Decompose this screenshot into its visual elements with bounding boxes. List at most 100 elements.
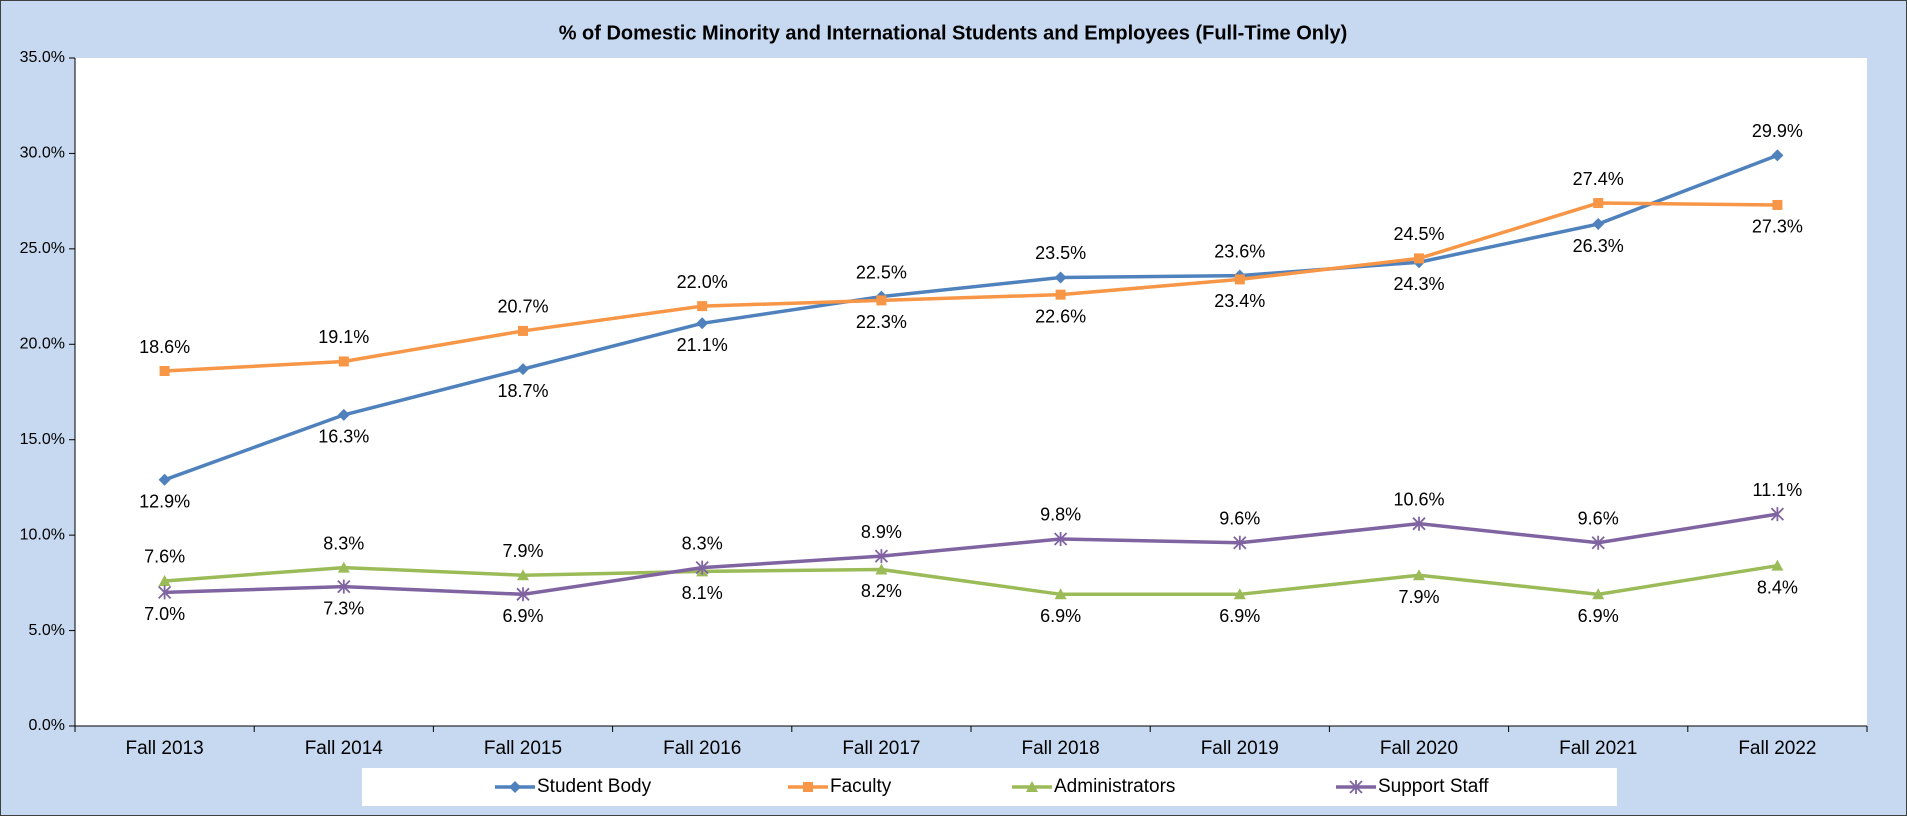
data-point xyxy=(1770,507,1785,522)
data-label: 8.9% xyxy=(861,522,902,542)
data-label: 6.9% xyxy=(1040,606,1081,626)
data-label: 9.6% xyxy=(1578,509,1619,529)
data-point xyxy=(157,585,172,600)
data-label: 23.6% xyxy=(1214,241,1265,261)
series-line xyxy=(164,201,1778,373)
data-label: 22.0% xyxy=(677,272,728,292)
data-point xyxy=(1234,274,1245,285)
x-tick-label: Fall 2021 xyxy=(1559,738,1637,759)
data-point xyxy=(1592,588,1605,600)
data-label: 7.3% xyxy=(323,598,364,618)
data-label: 21.1% xyxy=(677,335,728,355)
y-tick-label: 15.0% xyxy=(20,431,65,448)
data-label: 9.8% xyxy=(1040,505,1081,525)
plot-area xyxy=(75,58,1867,726)
x-tick-label: Fall 2018 xyxy=(1022,738,1100,759)
data-point xyxy=(1233,535,1247,550)
y-tick-label: 20.0% xyxy=(20,336,65,353)
data-point xyxy=(158,574,171,586)
data-label: 24.3% xyxy=(1393,274,1444,294)
y-tick-label: 5.0% xyxy=(29,622,65,639)
data-point xyxy=(1233,588,1246,600)
data-point xyxy=(1413,569,1425,581)
data-label: 7.0% xyxy=(144,604,185,624)
x-tick-label: Fall 2020 xyxy=(1380,738,1458,759)
data-label: 24.5% xyxy=(1393,224,1444,244)
data-point xyxy=(1412,516,1426,531)
series-line xyxy=(164,563,1778,597)
data-label: 18.6% xyxy=(139,337,190,357)
data-label: 8.2% xyxy=(861,581,902,601)
y-tick-label: 10.0% xyxy=(20,526,65,543)
data-label: 27.4% xyxy=(1573,169,1624,189)
data-label: 11.1% xyxy=(1753,480,1803,500)
data-point xyxy=(517,569,529,581)
data-point xyxy=(337,408,350,421)
data-point xyxy=(159,366,170,377)
data-point xyxy=(1593,198,1604,209)
data-point xyxy=(874,549,889,564)
x-tick-label: Fall 2016 xyxy=(663,738,741,759)
series-line xyxy=(164,153,1779,482)
legend-marker xyxy=(1349,780,1363,794)
legend-label: Administrators xyxy=(1054,776,1175,797)
data-point xyxy=(1053,531,1068,546)
x-tick-label: Fall 2014 xyxy=(305,738,384,759)
data-label: 10.6% xyxy=(1393,489,1444,509)
data-label: 26.3% xyxy=(1573,236,1624,256)
data-point xyxy=(876,295,887,306)
data-label: 19.1% xyxy=(318,327,369,347)
data-point xyxy=(697,301,708,312)
x-tick-label: Fall 2017 xyxy=(842,738,920,759)
legend-marker xyxy=(803,782,813,792)
y-tick-label: 30.0% xyxy=(20,145,65,162)
data-point xyxy=(1055,289,1066,300)
legend-box xyxy=(362,768,1617,806)
data-point xyxy=(338,356,349,367)
data-point xyxy=(1772,199,1783,210)
legend-marker xyxy=(509,781,521,793)
data-label: 8.3% xyxy=(682,533,723,553)
x-tick-label: Fall 2019 xyxy=(1201,738,1279,759)
data-point xyxy=(1591,535,1605,550)
data-point xyxy=(516,587,530,602)
data-label: 27.3% xyxy=(1752,217,1803,237)
data-point xyxy=(337,579,351,594)
data-label: 7.9% xyxy=(1398,587,1439,607)
data-label: 23.5% xyxy=(1035,243,1086,263)
data-point xyxy=(875,563,888,575)
data-point xyxy=(1054,271,1067,284)
x-tick-label: Fall 2013 xyxy=(126,738,204,759)
data-point xyxy=(1054,588,1067,600)
data-point xyxy=(158,473,171,486)
data-point xyxy=(517,363,529,376)
legend-label: Faculty xyxy=(830,776,892,797)
data-point xyxy=(1592,218,1605,231)
data-label: 7.9% xyxy=(502,541,543,561)
x-tick-label: Fall 2022 xyxy=(1738,738,1816,759)
data-label: 8.4% xyxy=(1757,577,1798,597)
data-label: 8.3% xyxy=(323,533,364,553)
data-label: 7.6% xyxy=(144,547,185,567)
data-label: 16.3% xyxy=(318,427,369,447)
data-point xyxy=(695,560,709,575)
data-label: 6.9% xyxy=(502,606,543,626)
data-point xyxy=(1771,559,1784,571)
series-line xyxy=(164,512,1778,597)
legend-marker xyxy=(1026,781,1038,792)
data-point xyxy=(337,561,350,573)
data-label: 6.9% xyxy=(1219,606,1260,626)
y-tick-label: 35.0% xyxy=(20,49,65,66)
data-point xyxy=(1414,253,1424,264)
legend-label: Student Body xyxy=(537,776,652,797)
data-label: 22.6% xyxy=(1035,306,1086,326)
chart-title: % of Domestic Minority and International… xyxy=(559,22,1348,44)
y-tick-label: 0.0% xyxy=(29,717,65,734)
data-point xyxy=(518,325,528,336)
legend-label: Support Staff xyxy=(1378,776,1489,797)
data-label: 6.9% xyxy=(1578,606,1619,626)
data-label: 9.6% xyxy=(1219,509,1260,529)
x-tick-label: Fall 2015 xyxy=(484,738,562,759)
data-label: 22.3% xyxy=(856,312,907,332)
